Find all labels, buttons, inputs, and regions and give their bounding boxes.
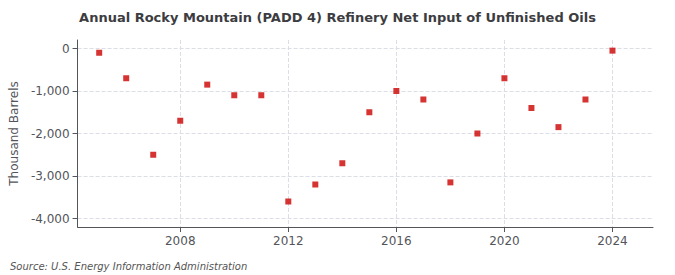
svg-text:2012: 2012 [273, 234, 304, 248]
svg-text:-1,000: -1,000 [31, 84, 70, 98]
svg-text:Annual Rocky Mountain (PADD 4): Annual Rocky Mountain (PADD 4) Refinery … [79, 10, 596, 25]
svg-text:Source: U.S. Energy Informatio: Source: U.S. Energy Information Administ… [10, 261, 247, 272]
svg-text:2008: 2008 [165, 234, 196, 248]
svg-text:0: 0 [62, 42, 70, 56]
svg-text:2024: 2024 [597, 234, 628, 248]
svg-text:-4,000: -4,000 [31, 212, 70, 226]
svg-text:2016: 2016 [381, 234, 412, 248]
svg-text:-2,000: -2,000 [31, 127, 70, 141]
svg-text:2020: 2020 [489, 234, 520, 248]
svg-text:Thousand Barrels: Thousand Barrels [7, 81, 21, 186]
svg-text:-3,000: -3,000 [31, 169, 70, 183]
